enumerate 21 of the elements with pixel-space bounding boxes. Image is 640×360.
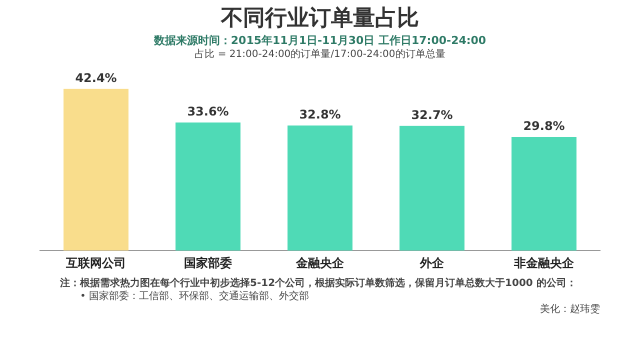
x-tick-label: 国家部委 xyxy=(184,256,232,270)
text: 美化：赵玮雯 xyxy=(539,303,601,316)
data-label: 42.4% xyxy=(75,71,117,86)
x-tick-label: 金融央企 xyxy=(295,256,345,270)
chart-subtitle: 数据来源时间：2015年11月1日-11月30日 工作日17:00-24:00 xyxy=(152,34,488,48)
x-tick-label: 互联网公司 xyxy=(65,256,126,270)
text: 注：根据需求热力图在每个行业中初步选择5-12个公司，根据实际订单数筛选，保留月订单总数大于1000 的公司： xyxy=(60,277,578,290)
data-label: 33.6% xyxy=(187,104,229,119)
data-label: 29.8% xyxy=(523,119,565,134)
chart-title: 不同行业订单量占比 xyxy=(220,5,420,33)
text: 占比 = 21:00-24:00的订单量/17:00-24:00的订单总量 xyxy=(194,48,446,61)
x-tick-label: 非金融央企 xyxy=(513,256,575,270)
bar xyxy=(64,88,128,251)
text: • 国家部委：工信部、环保部、交通运输部、外交部 xyxy=(79,290,310,303)
bar xyxy=(288,126,352,251)
bar xyxy=(176,122,240,251)
x-tick-label: 外企 xyxy=(419,256,445,270)
data-label: 32.7% xyxy=(411,108,453,122)
data-label: 32.8% xyxy=(299,108,341,122)
bar xyxy=(400,126,464,251)
bar xyxy=(512,136,576,251)
